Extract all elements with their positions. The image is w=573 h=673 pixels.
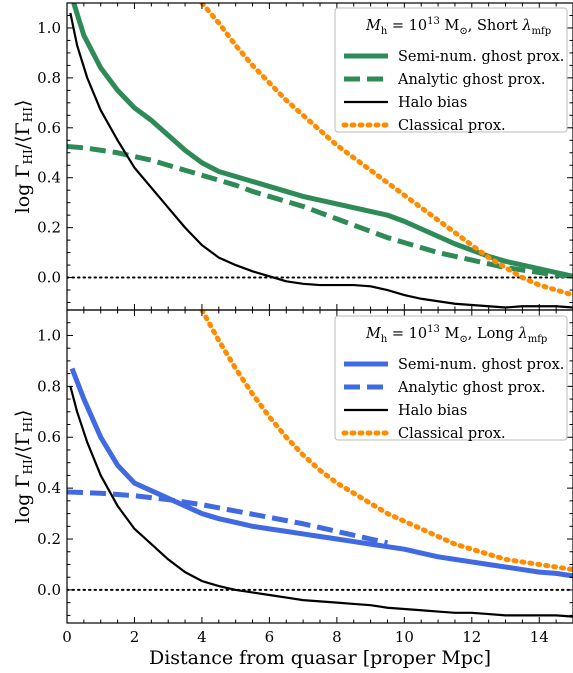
x-axis-title: Distance from quasar [proper Mpc] (149, 647, 491, 669)
top-legend-items: Semi-num. ghost prox. Analytic ghost prox… (341, 49, 564, 134)
y-tick-label: 0.8 (37, 69, 61, 87)
y-tick-label: 0.0 (37, 269, 61, 287)
bottom-legend-box (334, 315, 568, 441)
x-tick-label: 10 (395, 628, 414, 646)
legend-label: Halo bias (398, 403, 467, 419)
legend-label: Classical prox. (398, 118, 506, 134)
series-line-analytic-ghost-prox (67, 144, 573, 279)
series-line-semi-num-ghost-prox (69, 367, 573, 579)
y-tick-label: 0.6 (37, 119, 61, 137)
legend-label: Classical prox. (398, 426, 506, 442)
x-tick-label: 8 (332, 628, 342, 646)
x-tick-label: 4 (197, 628, 207, 646)
y-tick-label: 0.2 (37, 219, 61, 237)
y-tick-label: 0.0 (37, 581, 61, 599)
y-tick-label: 1.0 (37, 326, 61, 344)
bottom-ticks: 0 2 4 6 8 10 12 14 0.0 0.2 0.4 0.6 0.8 1.0 (37, 309, 573, 646)
series-line-analytic-ghost-prox (67, 489, 389, 546)
series-line-classical-prox (199, 3, 573, 298)
top-plot-area (67, 3, 573, 309)
top-panel: 0.0 0.2 0.4 0.6 0.8 1.0 log ΓHI/⟨ΓHI⟩ Mh = 10… (12, 2, 573, 311)
legend-label: Semi-num. ghost prox. (398, 49, 564, 65)
bottom-plot-area (67, 310, 573, 618)
bottom-y-axis-title: log ΓHI/⟨ΓHI⟩ (12, 410, 35, 524)
top-legend: Mh = 1013 M⊙, Short λmfp Semi-num. ghost… (334, 7, 568, 134)
series-line-halo-bias (69, 386, 573, 618)
legend-label: Halo bias (398, 95, 467, 111)
top-y-axis-title: log ΓHI/⟨ΓHI⟩ (12, 100, 35, 214)
top-legend-title: Mh = 1013 M⊙, Short λmfp (365, 16, 551, 37)
bottom-legend-items: Semi-num. ghost prox. Analytic ghost prox… (341, 357, 564, 442)
bottom-legend-title: Mh = 1013 M⊙, Long λmfp (365, 324, 547, 345)
x-tick-label: 12 (462, 628, 481, 646)
x-tick-label: 14 (530, 628, 549, 646)
top-legend-box (334, 7, 568, 133)
y-tick-label: 0.4 (37, 479, 61, 497)
y-tick-label: 0.2 (37, 530, 61, 548)
series-line-classical-prox (199, 310, 573, 573)
y-tick-label: 0.8 (37, 377, 61, 395)
series-line-halo-bias (69, 12, 573, 309)
bottom-panel: 0 2 4 6 8 10 12 14 0.0 0.2 0.4 0.6 0.8 1.0 log ΓHI/⟨Γ… (12, 309, 573, 669)
bottom-legend: Mh = 1013 M⊙, Long λmfp Semi-num. ghost … (334, 315, 568, 442)
y-tick-label: 1.0 (37, 19, 61, 37)
legend-label: Semi-num. ghost prox. (398, 357, 564, 373)
legend-label: Analytic ghost prox. (397, 380, 545, 396)
x-tick-label: 0 (62, 628, 72, 646)
top-ticks: 0.0 0.2 0.4 0.6 0.8 1.0 (37, 2, 573, 310)
legend-label: Analytic ghost prox. (397, 72, 545, 88)
y-tick-label: 0.6 (37, 428, 61, 446)
x-tick-label: 6 (265, 628, 275, 646)
x-tick-label: 2 (130, 628, 140, 646)
y-tick-label: 0.4 (37, 169, 61, 187)
